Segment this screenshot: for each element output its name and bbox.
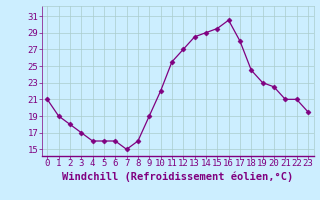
X-axis label: Windchill (Refroidissement éolien,°C): Windchill (Refroidissement éolien,°C) [62, 171, 293, 182]
